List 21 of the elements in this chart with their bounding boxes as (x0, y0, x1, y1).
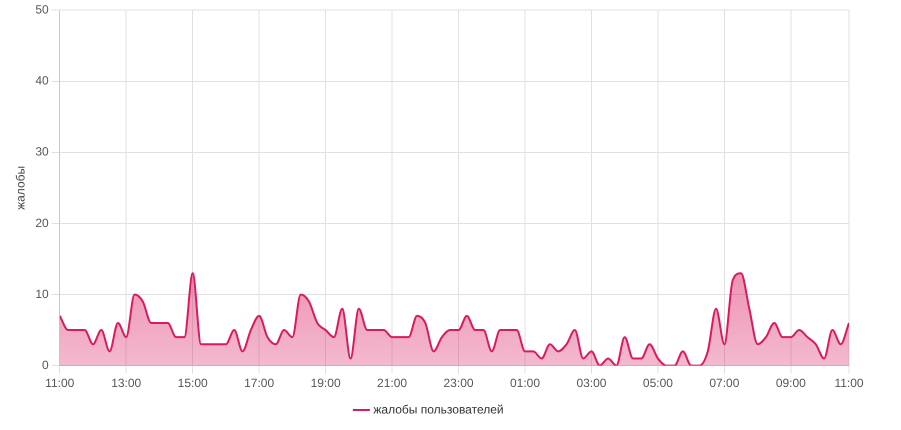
y-tick-label: 40 (35, 74, 50, 88)
legend-label: жалобы пользователей (373, 402, 504, 416)
x-tick-label: 19:00 (310, 376, 341, 390)
x-tick-label: 07:00 (709, 376, 740, 390)
y-tick-label: 10 (35, 286, 50, 301)
x-tick-label: 17:00 (244, 376, 274, 390)
x-tick-label: 01:00 (510, 376, 540, 390)
x-tick-label: 13:00 (111, 376, 142, 390)
y-axis-title: жалобы (14, 166, 28, 210)
x-tick-label: 15:00 (178, 376, 208, 390)
x-tick-label: 05:00 (642, 376, 674, 390)
x-tick-label: 03:00 (576, 376, 607, 390)
x-tick-label: 21:00 (377, 376, 408, 390)
y-tick-label: 20 (35, 216, 50, 230)
x-tick-label: 11:00 (834, 376, 864, 390)
x-tick-label: 11:00 (45, 376, 75, 390)
y-tick-label: 50 (35, 2, 50, 17)
y-tick-label: 30 (35, 144, 50, 159)
x-tick-label: 09:00 (776, 376, 806, 390)
y-tick-label: 0 (42, 358, 50, 372)
x-tick-label: 23:00 (444, 376, 474, 390)
